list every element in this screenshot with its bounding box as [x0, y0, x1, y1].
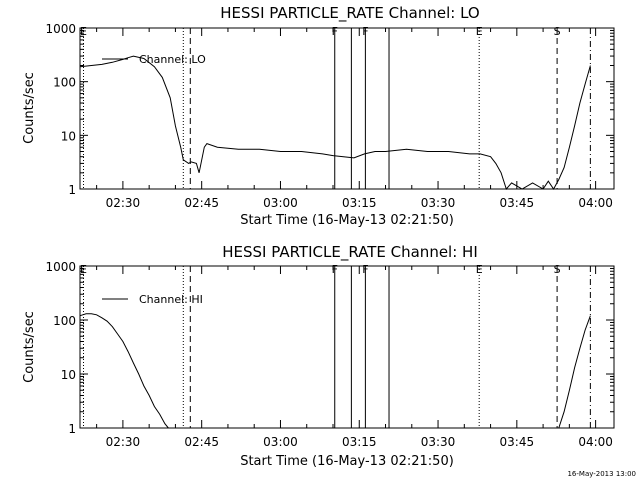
lo-chart-title: HESSI PARTICLE_RATE Channel: LO	[220, 4, 479, 23]
lo-series-line	[79, 55, 591, 190]
lo-marker-label: S	[554, 25, 561, 38]
timestamp-footer: 16-May-2013 13:00	[567, 470, 636, 478]
hi-plot-frame	[79, 265, 615, 429]
hi-y-tick-label: 1000	[45, 260, 76, 274]
lo-marker-label: F	[332, 25, 338, 38]
lo-x-tick-label: 03:30	[421, 196, 456, 210]
hi-x-tick-label: 03:30	[421, 435, 456, 449]
lo-x-tick-label: 04:00	[578, 196, 613, 210]
hi-x-axis-label: Start Time (16-May-13 02:21:50)	[240, 454, 454, 469]
lo-x-axis-label: Start Time (16-May-13 02:21:50)	[240, 213, 454, 228]
hi-x-tick-label: 02:30	[106, 435, 141, 449]
lo-x-tick-label: 02:45	[184, 196, 219, 210]
lo-x-tick-label: 03:15	[342, 196, 377, 210]
hi-marker-label: S	[554, 263, 561, 276]
hi-series-line	[79, 313, 591, 429]
hi-y-tick-label: 10	[61, 368, 76, 382]
lo-x-tick-label: 02:30	[106, 196, 141, 210]
hi-y-tick-label: 100	[53, 314, 76, 328]
lo-y-tick-label: 100	[53, 76, 76, 90]
lo-y-tick-label: 1000	[45, 22, 76, 36]
hi-y-axis-label: Counts/sec	[22, 311, 37, 383]
hi-x-tick-label: 03:15	[342, 435, 377, 449]
lo-y-tick-label: 10	[61, 129, 76, 143]
lo-y-tick-label: 1	[68, 183, 76, 197]
hi-chart-title: HESSI PARTICLE_RATE Channel: HI	[222, 243, 478, 262]
hi-y-tick-label: 1	[68, 422, 76, 436]
lo-plot-frame	[79, 27, 615, 190]
hi-x-tick-label: 04:00	[578, 435, 613, 449]
hi-panel: HESSI PARTICLE_RATE Channel: HI 02:30 02:…	[22, 243, 615, 469]
hi-x-tick-label: 02:45	[184, 435, 219, 449]
hi-marker-label: F	[362, 263, 368, 276]
hi-marker-label: E	[476, 263, 483, 276]
hi-x-tick-label: 03:45	[500, 435, 535, 449]
hi-marker-label: E	[80, 263, 87, 276]
hi-marker-label: F	[332, 263, 338, 276]
lo-y-axis-label: Counts/sec	[22, 72, 37, 144]
hi-x-tick-label: 03:00	[263, 435, 298, 449]
lo-marker-label: E	[80, 25, 87, 38]
lo-x-tick-label: 03:00	[263, 196, 298, 210]
lo-axis-ticks: 02:30 02:45 03:00 03:15 03:30 03:45 04:00 1 10 10…	[45, 22, 614, 210]
lo-panel: HESSI PARTICLE_RATE Channel: LO 02:30 02:…	[22, 4, 615, 228]
lo-marker-label: F	[362, 25, 368, 38]
hi-axis-ticks: 02:30 02:45 03:00 03:15 03:30 03:45 04:00 1 10 10…	[45, 260, 614, 449]
lo-marker-label: E	[476, 25, 483, 38]
lo-x-tick-label: 03:45	[500, 196, 535, 210]
hi-legend-label: Channel: HI	[139, 293, 203, 306]
lo-legend-label: Channel: LO	[139, 53, 206, 66]
